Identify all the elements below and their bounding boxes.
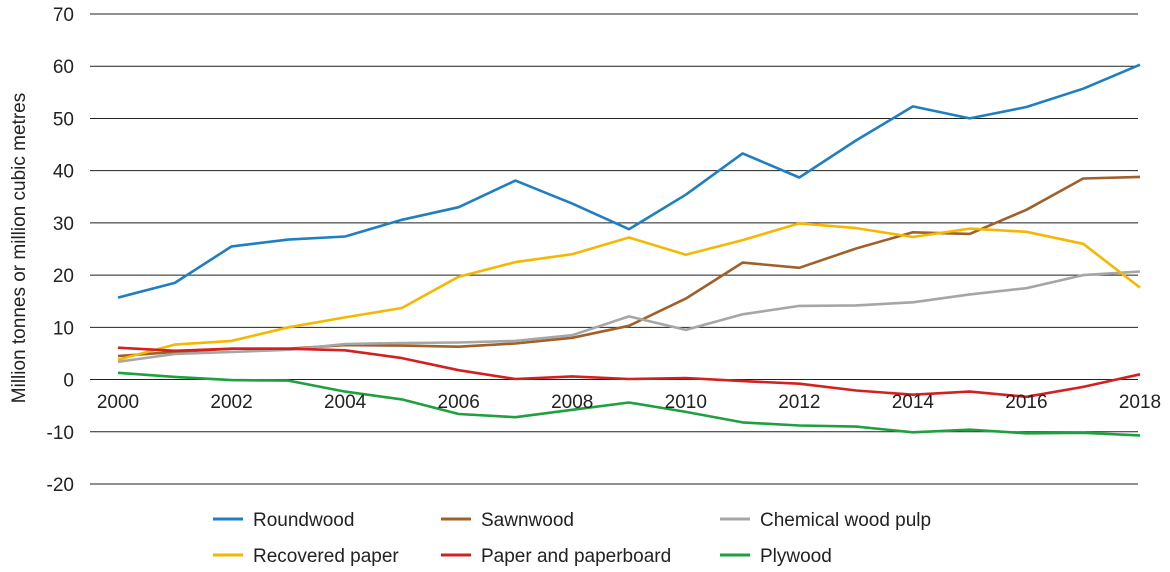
x-tick-label: 2014 bbox=[892, 392, 935, 413]
x-tick-label: 2010 bbox=[665, 392, 707, 413]
x-tick-label: 2006 bbox=[438, 392, 480, 413]
y-axis-label: Million tonnes or million cubic metres bbox=[9, 93, 30, 403]
legend: Roundwood Sawnwood Chemical wood pulp Recov… bbox=[213, 510, 931, 567]
series-line-sawnwood bbox=[117, 175, 1141, 358]
series-line-roundwood bbox=[117, 63, 1141, 299]
x-tick-label: 2016 bbox=[1005, 392, 1047, 413]
y-tick-label: 50 bbox=[53, 109, 74, 130]
legend-item-chemical-wood-pulp: Chemical wood pulp bbox=[720, 510, 931, 531]
x-tick-label: 2018 bbox=[1119, 392, 1161, 413]
legend-item-sawnwood: Sawnwood bbox=[441, 510, 574, 531]
legend-label: Plywood bbox=[760, 546, 832, 567]
legend-label: Paper and paperboard bbox=[481, 546, 671, 567]
y-tick-label: 70 bbox=[53, 5, 74, 26]
y-tick-label: -10 bbox=[47, 423, 74, 444]
legend-item-recovered-paper: Recovered paper bbox=[213, 546, 399, 567]
legend-label: Sawnwood bbox=[481, 510, 574, 531]
y-tick-label: -20 bbox=[47, 475, 74, 496]
y-axis-ticks: 70 60 50 40 30 20 10 0 -10 -20 bbox=[47, 5, 74, 496]
x-axis-ticks: 2000 2002 2004 2006 2008 2010 2012 2014 2016 2018 bbox=[97, 392, 1161, 413]
y-tick-label: 0 bbox=[63, 371, 74, 392]
legend-label: Recovered paper bbox=[253, 546, 399, 567]
x-tick-label: 2012 bbox=[778, 392, 820, 413]
x-tick-label: 2008 bbox=[551, 392, 593, 413]
series-line-plywood bbox=[117, 371, 1141, 437]
gridlines bbox=[90, 13, 1138, 485]
legend-label: Roundwood bbox=[253, 510, 354, 531]
y-tick-label: 40 bbox=[53, 162, 74, 183]
series-line-paper-and-paperboard bbox=[117, 346, 1141, 399]
series-lines bbox=[117, 63, 1141, 437]
legend-item-plywood: Plywood bbox=[720, 546, 832, 567]
legend-label: Chemical wood pulp bbox=[760, 510, 931, 531]
legend-item-roundwood: Roundwood bbox=[213, 510, 354, 531]
y-tick-label: 30 bbox=[53, 214, 74, 235]
x-tick-label: 2004 bbox=[324, 392, 367, 413]
x-tick-label: 2002 bbox=[210, 392, 252, 413]
y-tick-label: 10 bbox=[53, 318, 74, 339]
series-line-recovered-paper bbox=[117, 222, 1141, 361]
y-tick-label: 60 bbox=[53, 57, 74, 78]
x-tick-label: 2000 bbox=[97, 392, 139, 413]
legend-item-paper-and-paperboard: Paper and paperboard bbox=[441, 546, 671, 567]
y-tick-label: 20 bbox=[53, 266, 74, 287]
